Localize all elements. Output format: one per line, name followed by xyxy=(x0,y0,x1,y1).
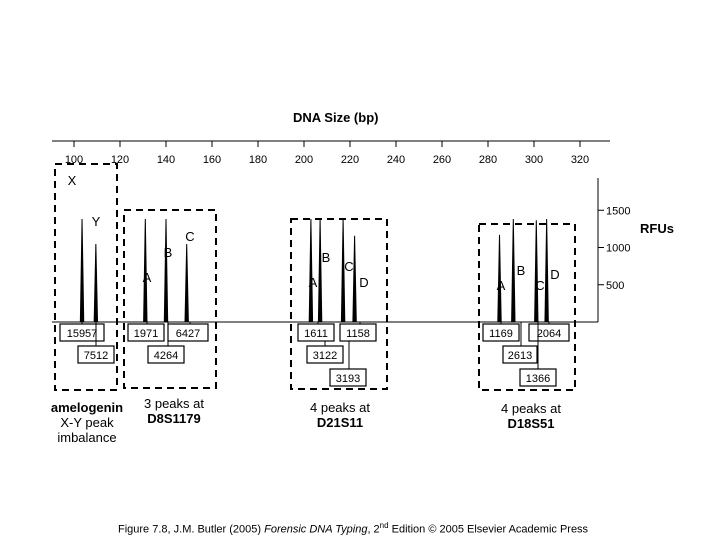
allele-letter-amelogenin-X: X xyxy=(68,173,77,188)
x-tick-label-200: 200 xyxy=(295,154,313,166)
d21s11-annotation-line1: 4 peaks at xyxy=(310,400,370,415)
allele-letter-D21S11-A: A xyxy=(309,275,318,290)
peak-D18S51-C xyxy=(534,220,539,322)
value-box-amelogenin-7512 xyxy=(77,345,115,364)
value-box-D8S1179-4264 xyxy=(147,345,185,364)
allele-letter-D8S1179-B: B xyxy=(164,245,173,260)
peak-D18S51-B xyxy=(511,219,516,322)
value-label-D21S11-3122: 3122 xyxy=(313,350,337,362)
allele-letter-D21S11-B: B xyxy=(322,250,331,265)
allele-letter-D18S51-B: B xyxy=(517,263,526,278)
x-tick-label-140: 140 xyxy=(157,154,175,166)
d18s51-annotation-line2: D18S51 xyxy=(507,416,555,431)
x-tick-label-180: 180 xyxy=(249,154,267,166)
x-tick-label-120: 120 xyxy=(111,154,129,166)
d8s1179-annotation-line2: D8S1179 xyxy=(147,411,201,426)
d18s51-annotation-line1: 4 peaks at xyxy=(501,401,561,416)
allele-letter-D18S51-A: A xyxy=(497,278,506,293)
allele-letter-D21S11-D: D xyxy=(359,275,368,290)
value-label-D18S51-2613: 2613 xyxy=(508,350,532,362)
value-label-D8S1179-1971: 1971 xyxy=(134,328,158,340)
caption-part-1: Figure 7.8, J.M. Butler (2005) xyxy=(118,523,265,536)
value-box-D21S11-1611 xyxy=(297,323,335,342)
value-label-D21S11-1158: 1158 xyxy=(346,328,370,340)
locus-box-amelogenin xyxy=(54,163,118,391)
peak-D18S51-A xyxy=(497,234,502,322)
value-box-D18S51-2613 xyxy=(502,345,538,364)
value-box-D18S51-2064 xyxy=(528,323,570,342)
amelogenin-annotation-line1: amelogenin xyxy=(50,400,124,415)
locus-box-D18S51 xyxy=(478,223,576,391)
amelogenin-annotation-line3: imbalance xyxy=(57,430,117,445)
allele-letter-amelogenin-Y: Y xyxy=(92,214,101,229)
locus-box-D8S1179 xyxy=(123,209,217,389)
value-box-D21S11-1158 xyxy=(339,323,377,342)
value-label-amelogenin-15957: 15957 xyxy=(67,328,98,340)
allele-letter-D18S51-C: C xyxy=(535,278,544,293)
x-tick-label-260: 260 xyxy=(433,154,451,166)
value-label-D8S1179-4264: 4264 xyxy=(154,350,178,362)
y-tick-label-1500: 1500 xyxy=(606,205,630,217)
d8s1179-annotation-line1: 3 peaks at xyxy=(144,396,204,411)
peak-D21S11-C xyxy=(340,219,346,322)
y-tick-label-1000: 1000 xyxy=(606,243,630,255)
chart-title: DNA Size (bp) xyxy=(293,110,379,125)
peak-amelogenin-Y xyxy=(93,244,99,322)
value-label-amelogenin-7512: 7512 xyxy=(84,350,108,362)
peak-D21S11-B xyxy=(317,219,323,322)
value-label-D21S11-1611: 1611 xyxy=(304,328,328,340)
y-tick-label-500: 500 xyxy=(606,280,624,292)
caption-part-3: , 2 xyxy=(367,523,380,536)
allele-letter-D8S1179-A: A xyxy=(143,270,152,285)
value-box-amelogenin-15957 xyxy=(59,323,105,342)
allele-letter-D8S1179-C: C xyxy=(185,229,194,244)
peak-D18S51-D xyxy=(544,219,549,322)
d18s51-annotation: 4 peaks at D18S51 xyxy=(476,401,586,431)
x-tick-label-220: 220 xyxy=(341,154,359,166)
peak-D21S11-A xyxy=(308,219,314,322)
x-tick-label-300: 300 xyxy=(525,154,543,166)
value-box-D8S1179-1971 xyxy=(127,323,165,342)
peak-amelogenin-X xyxy=(79,219,85,322)
caption-part-5: Edition © 2005 Elsevier Academic Press xyxy=(388,523,589,536)
peak-D8S1179-C xyxy=(184,244,189,322)
value-box-D18S51-1169 xyxy=(482,323,520,342)
value-label-D18S51-1169: 1169 xyxy=(489,328,513,340)
peak-D8S1179-B xyxy=(163,219,169,322)
figure-caption: Figure 7.8, J.M. Butler (2005) Forensic … xyxy=(118,521,588,536)
peak-D21S11-D xyxy=(352,235,357,322)
x-tick-label-240: 240 xyxy=(387,154,405,166)
peak-D8S1179-A xyxy=(143,219,148,322)
value-box-D21S11-3122 xyxy=(306,345,344,364)
x-tick-label-160: 160 xyxy=(203,154,221,166)
amelogenin-annotation-line2: X-Y peak xyxy=(60,415,114,430)
d21s11-annotation-line2: D21S11 xyxy=(316,415,364,430)
d8s1179-annotation: 3 peaks at D8S1179 xyxy=(122,396,226,426)
value-label-D21S11-3193: 3193 xyxy=(336,373,360,385)
y-axis-label: RFUs xyxy=(640,221,674,236)
d21s11-annotation: 4 peaks at D21S11 xyxy=(285,400,395,430)
x-tick-label-280: 280 xyxy=(479,154,497,166)
amelogenin-annotation: amelogenin X-Y peak imbalance xyxy=(32,400,142,445)
value-box-D21S11-3193 xyxy=(329,368,367,387)
value-box-D18S51-1366 xyxy=(519,368,557,387)
x-tick-label-320: 320 xyxy=(571,154,589,166)
allele-letter-D21S11-C: C xyxy=(344,259,353,274)
locus-box-D21S11 xyxy=(290,218,388,390)
caption-superscript: nd xyxy=(379,521,389,530)
value-label-D18S51-1366: 1366 xyxy=(526,373,550,385)
value-label-D18S51-2064: 2064 xyxy=(537,328,561,340)
value-label-D8S1179-6427: 6427 xyxy=(176,328,200,340)
caption-book-title: Forensic DNA Typing xyxy=(264,523,368,536)
allele-letter-D18S51-D: D xyxy=(550,267,559,282)
